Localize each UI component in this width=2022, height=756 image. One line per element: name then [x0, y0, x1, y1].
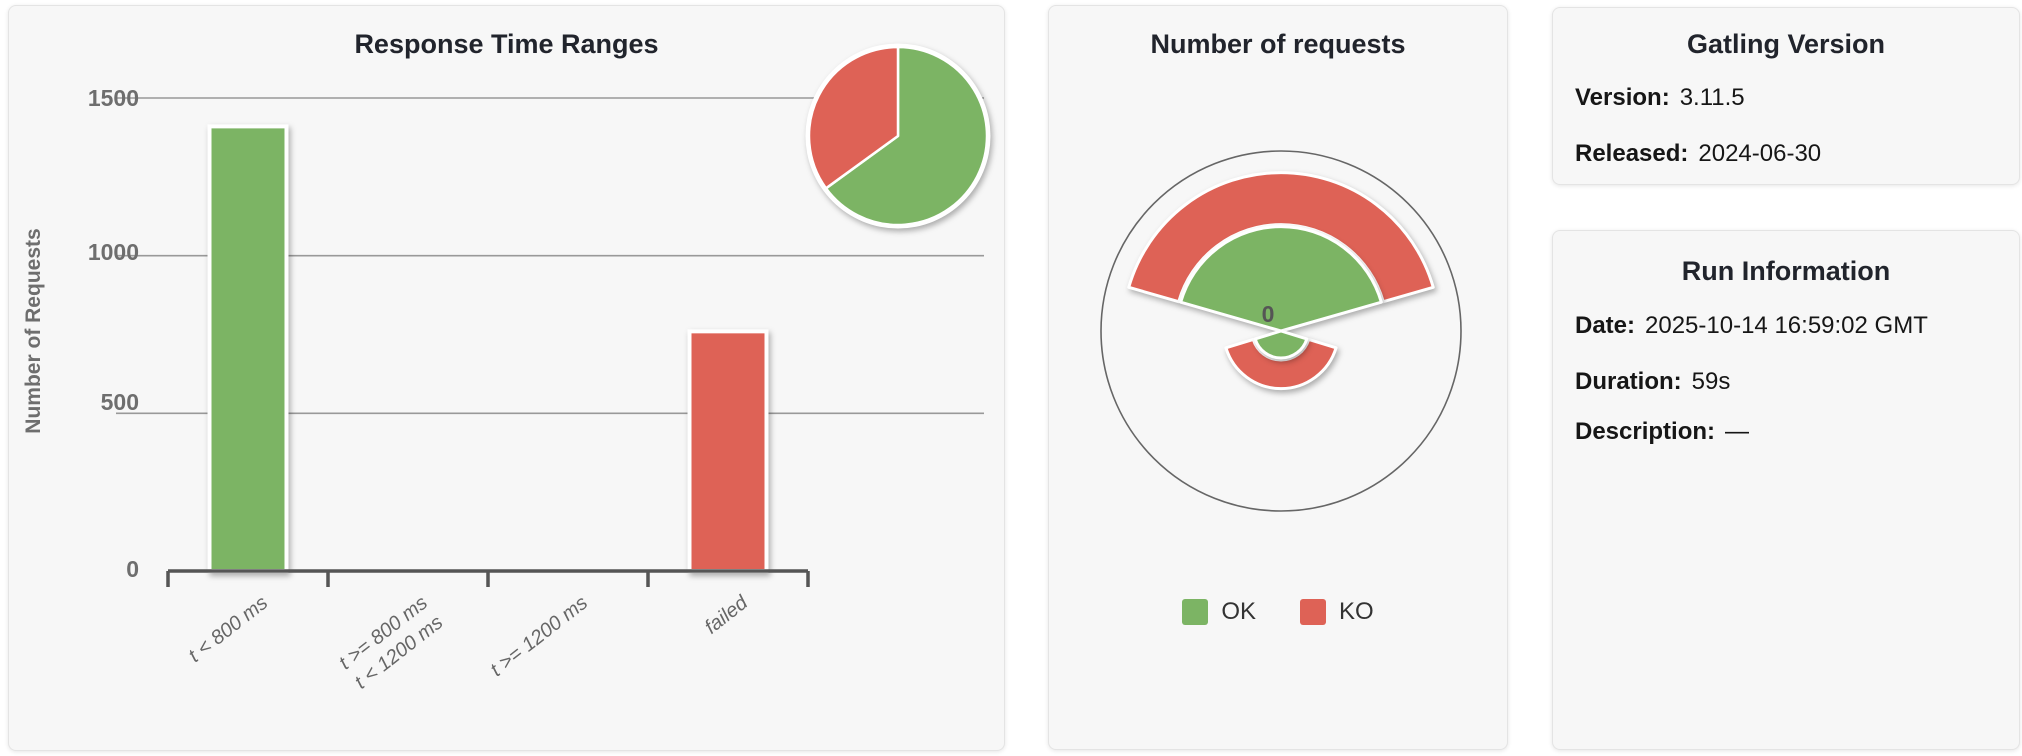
response-time-ranges-chart: [116, 43, 991, 587]
gatling-version-title: Gatling Version: [1686, 29, 1886, 59]
legend-label-ok: OK: [1221, 598, 1256, 625]
number-of-requests-card: Number of requests 0 OK KO: [1048, 5, 1508, 750]
version-value: 3.11.5: [1679, 84, 1745, 111]
version-label: Version:: [1575, 84, 1670, 111]
released-value: 2024-06-30: [1698, 140, 1822, 167]
duration-label: Duration:: [1575, 368, 1682, 395]
description-value: —: [1725, 418, 1750, 445]
y-tick-500: 500: [100, 389, 139, 415]
ko-swatch-icon: [1300, 599, 1326, 625]
legend-item-ok[interactable]: OK: [1182, 598, 1256, 626]
legend-label-ko: KO: [1339, 598, 1374, 625]
y-tick-0: 0: [126, 556, 139, 582]
ok-swatch-icon: [1182, 599, 1209, 625]
requests-legend: OK KO: [1049, 598, 1507, 626]
duration-value: 59s: [1691, 368, 1731, 395]
y-axis-title: Number of Requests: [22, 228, 45, 434]
y-tick-1000: 1000: [87, 239, 139, 265]
response-time-ranges-card: Response Time Ranges Number of Requests …: [8, 5, 1005, 751]
description-label: Description:: [1575, 418, 1716, 445]
response-time-ranges-title: Response Time Ranges: [354, 29, 659, 59]
date-field: Date: 2025-10-14 16:59:02 GMT: [1575, 311, 2003, 341]
released-field: Released: 2024-06-30: [1575, 139, 2003, 169]
legend-item-ko[interactable]: KO: [1300, 598, 1374, 626]
number-of-requests-title: Number of requests: [1150, 29, 1406, 59]
y-tick-1500: 1500: [87, 85, 139, 111]
requests-polar-chart: [1100, 150, 1462, 512]
gatling-version-card: Gatling Version Version: 3.11.5 Released:…: [1552, 7, 2020, 185]
released-label: Released:: [1575, 140, 1689, 167]
duration-field: Duration: 59s: [1575, 367, 2003, 397]
run-information-card: Run Information Date: 2025-10-14 16:59:02…: [1552, 230, 2020, 750]
run-information-title: Run Information: [1681, 256, 1891, 286]
version-field: Version: 3.11.5: [1575, 83, 2003, 113]
description-field: Description: —: [1575, 417, 2003, 447]
date-value: 2025-10-14 16:59:02 GMT: [1645, 312, 1928, 339]
radial-axis-zero-label: 0: [1261, 301, 1275, 327]
date-label: Date:: [1575, 312, 1636, 339]
